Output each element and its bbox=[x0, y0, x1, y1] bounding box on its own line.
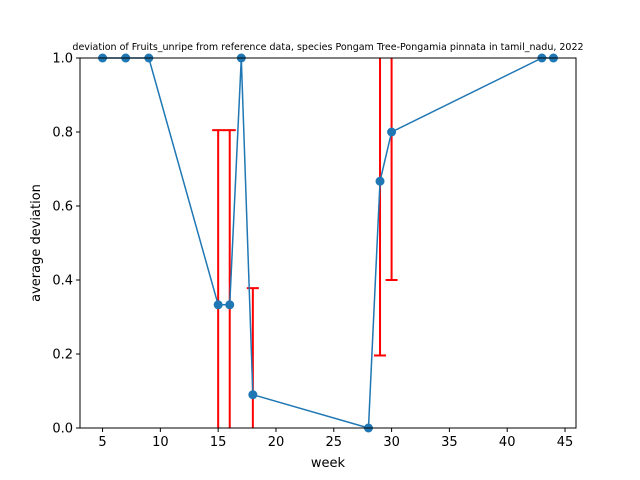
y-axis-ticks: 0.0 0.2 0.4 0.6 0.8 1.0 bbox=[52, 52, 80, 437]
x-tick-label: 25 bbox=[326, 435, 343, 450]
y-tick-label: 0.8 bbox=[52, 126, 73, 141]
x-tick-label: 10 bbox=[152, 435, 169, 450]
chart-title: deviation of Fruits_unripe from referenc… bbox=[72, 42, 583, 53]
x-axis-ticks: 5 10 15 20 25 30 35 40 45 bbox=[98, 428, 573, 450]
series-line bbox=[102, 57, 554, 429]
x-tick-label: 30 bbox=[383, 435, 400, 450]
y-tick-label: 0.2 bbox=[52, 348, 73, 363]
error-bars bbox=[212, 58, 398, 428]
y-tick-label: 1.0 bbox=[52, 52, 73, 67]
data-point bbox=[248, 390, 258, 400]
data-point bbox=[213, 300, 223, 310]
plot-frame bbox=[79, 57, 577, 429]
x-tick-label: 45 bbox=[557, 435, 574, 450]
x-axis-label: week bbox=[311, 456, 346, 471]
data-point bbox=[387, 127, 397, 137]
y-axis-label: average deviation bbox=[29, 184, 44, 302]
x-tick-label: 20 bbox=[268, 435, 285, 450]
data-series bbox=[98, 53, 558, 433]
y-tick-label: 0.6 bbox=[52, 200, 73, 215]
y-tick-label: 0.0 bbox=[52, 422, 73, 437]
x-tick-label: 40 bbox=[499, 435, 516, 450]
x-tick-label: 15 bbox=[210, 435, 227, 450]
y-tick-label: 0.4 bbox=[52, 274, 73, 289]
x-tick-label: 35 bbox=[441, 435, 458, 450]
data-point bbox=[375, 176, 385, 186]
x-tick-label: 5 bbox=[98, 435, 106, 450]
data-point bbox=[225, 300, 235, 310]
